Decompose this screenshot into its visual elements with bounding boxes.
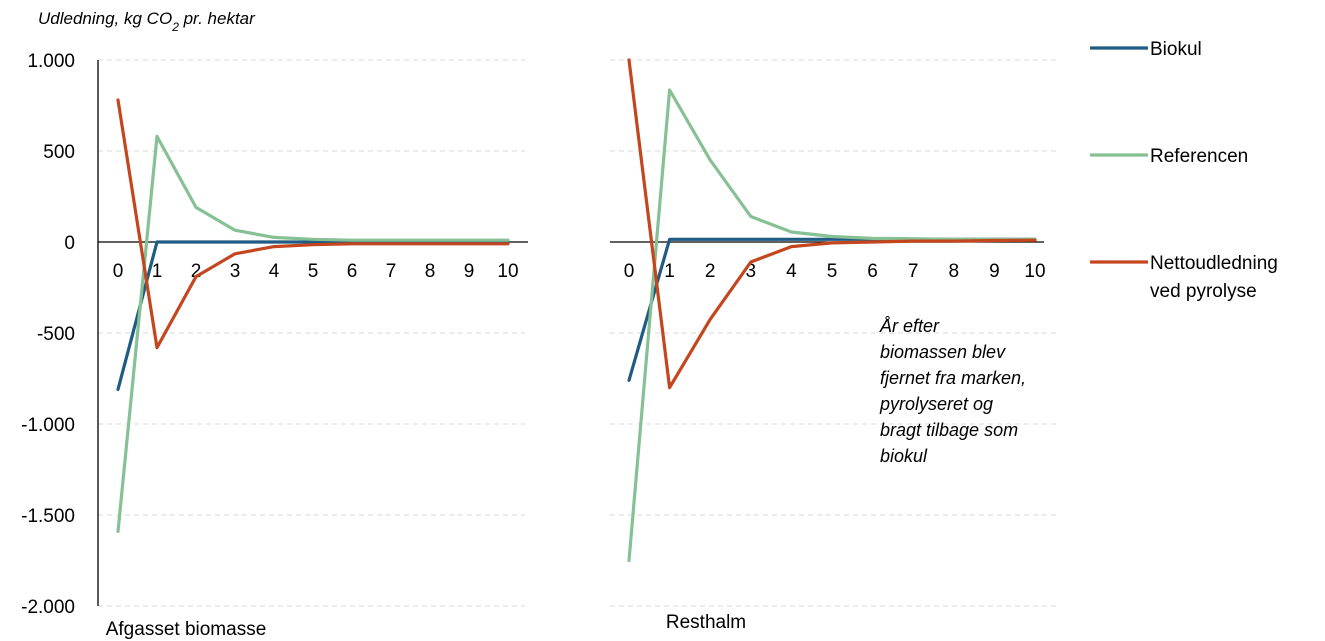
series-line-nettoudledning-ved-pyrolyse	[627, 58, 1037, 390]
x-tick-label: 10	[1024, 261, 1045, 282]
x-tick-label: 4	[786, 261, 797, 282]
panel-label: Afgasset biomasse	[106, 619, 267, 640]
x-tick-label: 8	[425, 261, 436, 282]
x-tick-label: 3	[230, 261, 241, 282]
x-tick-label: 1	[664, 261, 675, 282]
x-tick-label: 6	[347, 261, 358, 282]
legend-label: Biokul	[1150, 39, 1202, 60]
legend-label: Referencen	[1150, 146, 1248, 167]
x-tick-label: 3	[746, 261, 757, 282]
x-tick-label: 7	[908, 261, 919, 282]
annotation-line: fjernet fra marken,	[880, 368, 1026, 388]
y-tick-label: -1.500	[21, 506, 75, 527]
series-line-biokul	[116, 240, 510, 391]
legend: Biokul Referencen Nettoudledning ved pyroly…	[1090, 39, 1278, 302]
x-tick-label: 2	[191, 261, 202, 282]
y-axis-ticks: 1.000 500 0 -500 -1.000 -1.500 -2.000	[21, 51, 75, 618]
y-tick-label: -1.000	[21, 415, 75, 436]
panel-label: Resthalm	[666, 612, 746, 633]
annotation-line: biomassen blev	[880, 342, 1006, 362]
x-tick-label: 5	[308, 261, 319, 282]
x-tick-label: 2	[705, 261, 716, 282]
series-lines	[116, 58, 1037, 563]
x-tick-label: 9	[989, 261, 1000, 282]
annotation-line: biokul	[880, 446, 928, 466]
x-axis-ticks: 0 1 2 3 4 5 6 7 8 9 10 0 1 2 3 4 5 6 7 8 9 10	[113, 261, 1046, 282]
x-axis-annotation: År efter biomassen blev fjernet fra marken…	[879, 316, 1026, 466]
x-tick-label: 10	[497, 261, 518, 282]
panel-labels: Afgasset biomasse Resthalm	[106, 612, 746, 640]
annotation-line: År efter	[879, 316, 940, 336]
series-line-referencen	[627, 88, 1037, 563]
annotation-line: pyrolyseret og	[879, 394, 993, 414]
gridlines	[98, 59, 1058, 607]
x-tick-label: 5	[827, 261, 838, 282]
y-tick-label: 0	[64, 233, 75, 254]
x-tick-label: 7	[386, 261, 397, 282]
x-tick-label: 1	[152, 261, 163, 282]
y-axis-title: Udledning, kg CO2 pr. hektar	[38, 9, 256, 34]
y-tick-label: 500	[43, 142, 75, 163]
x-tick-label: 0	[113, 261, 124, 282]
x-tick-label: 8	[949, 261, 960, 282]
series-line-nettoudledning-ved-pyrolyse	[116, 98, 510, 350]
y-tick-label: -500	[37, 324, 75, 345]
y-tick-label: 1.000	[27, 51, 75, 72]
x-tick-label: 6	[867, 261, 878, 282]
legend-label: ved pyrolyse	[1150, 281, 1257, 302]
x-tick-label: 9	[464, 261, 475, 282]
x-tick-label: 4	[269, 261, 280, 282]
legend-label: Nettoudledning	[1150, 253, 1278, 274]
annotation-line: bragt tilbage som	[880, 420, 1018, 440]
series-line-referencen	[116, 134, 510, 534]
x-tick-label: 0	[624, 261, 635, 282]
y-tick-label: -2.000	[21, 597, 75, 618]
